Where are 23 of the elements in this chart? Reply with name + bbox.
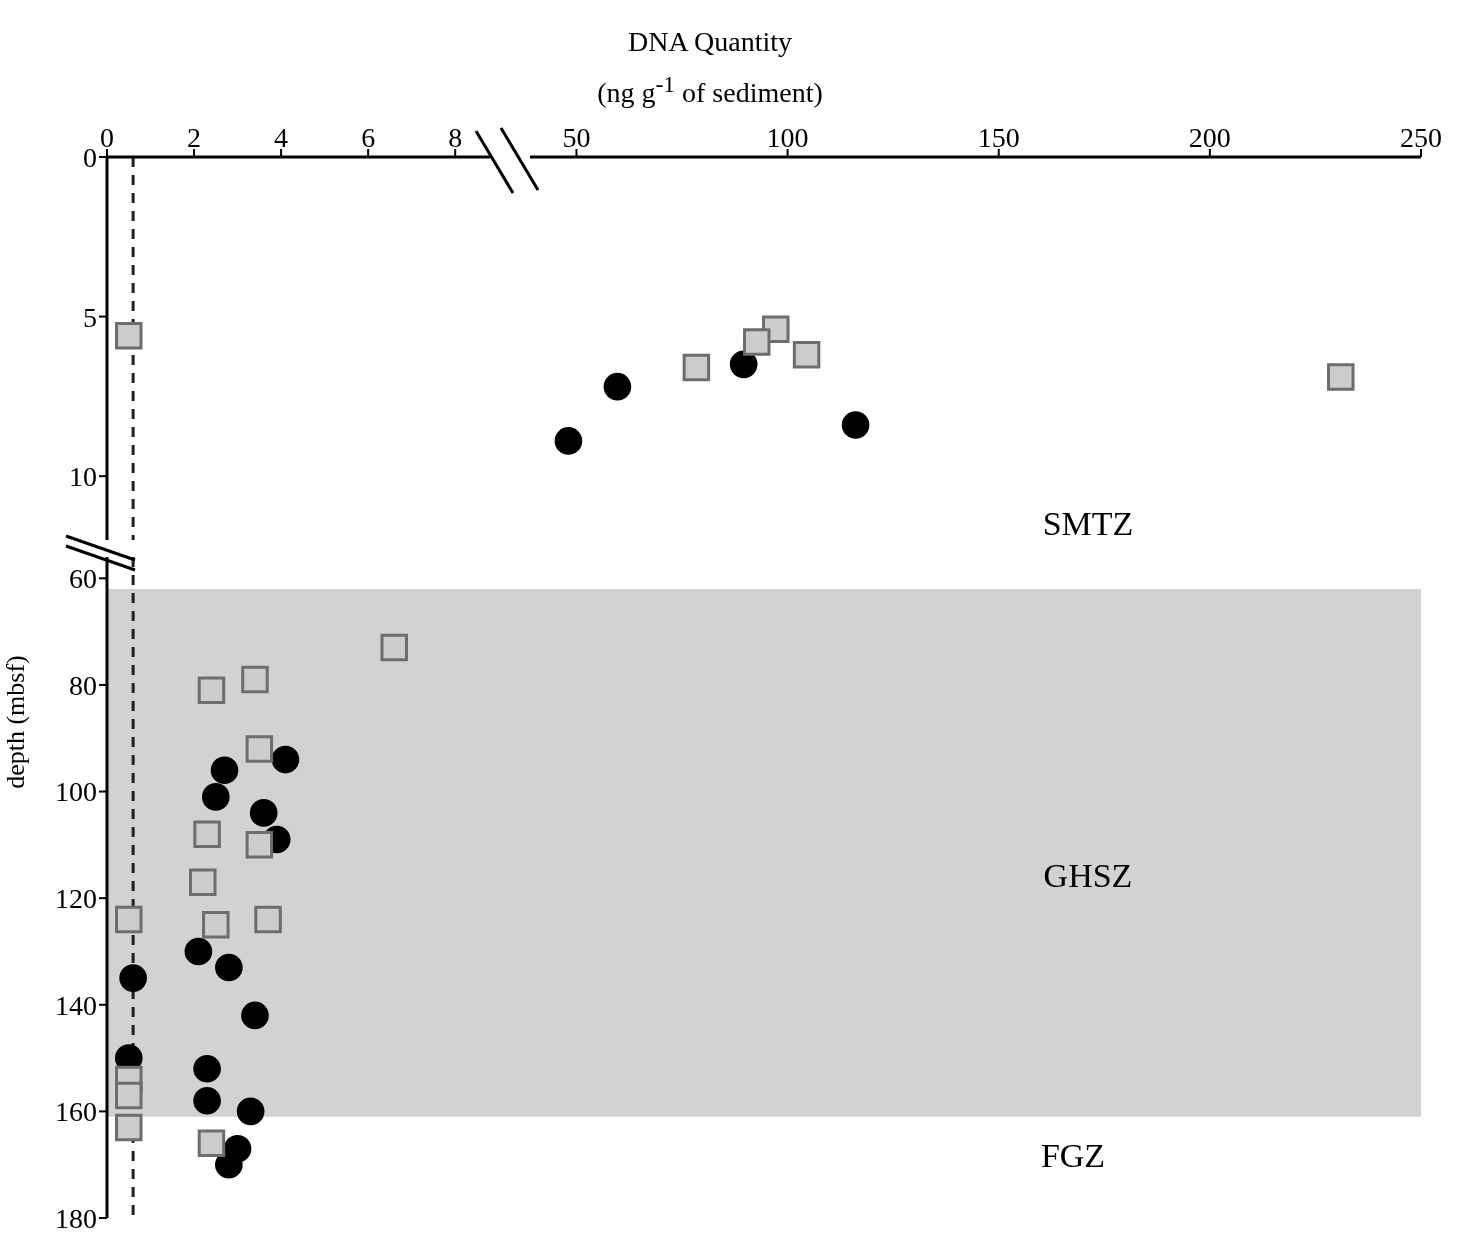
y-tick-label: 60 [69,563,97,595]
x-tick-label: 50 [562,122,591,153]
text: FGZ [1039,1137,1107,1175]
y-tick-label: 140 [55,989,97,1021]
x-tick-label: 2 [187,122,202,153]
y-axis-title: depth (mbsf) [1,654,31,791]
y-tick-label: 10 [69,461,97,493]
x-axis-title: DNA Quantity (ng g$^{-1}$ of sediment) [596,25,824,111]
y-tick-label: 100 [55,776,97,808]
y-tick-label: 160 [55,1096,97,1128]
y-tick-label: 80 [69,669,97,701]
band-label: GHSZ [1043,857,1133,895]
y-tick-label: 180 [55,1202,97,1234]
x-tick-label: 100 [766,122,809,153]
x-tick-label: 150 [977,122,1020,153]
x-tick-label: 200 [1188,122,1231,153]
x-tick-label: 6 [361,122,376,153]
x-tick-label: 250 [1400,122,1442,153]
y-tick-label: 120 [55,883,97,915]
x-tick-label: 8 [448,122,463,153]
x-tick-label: 4 [274,122,289,153]
y-tick-label: 5 [83,301,97,333]
text: SMTZ [1041,505,1135,543]
